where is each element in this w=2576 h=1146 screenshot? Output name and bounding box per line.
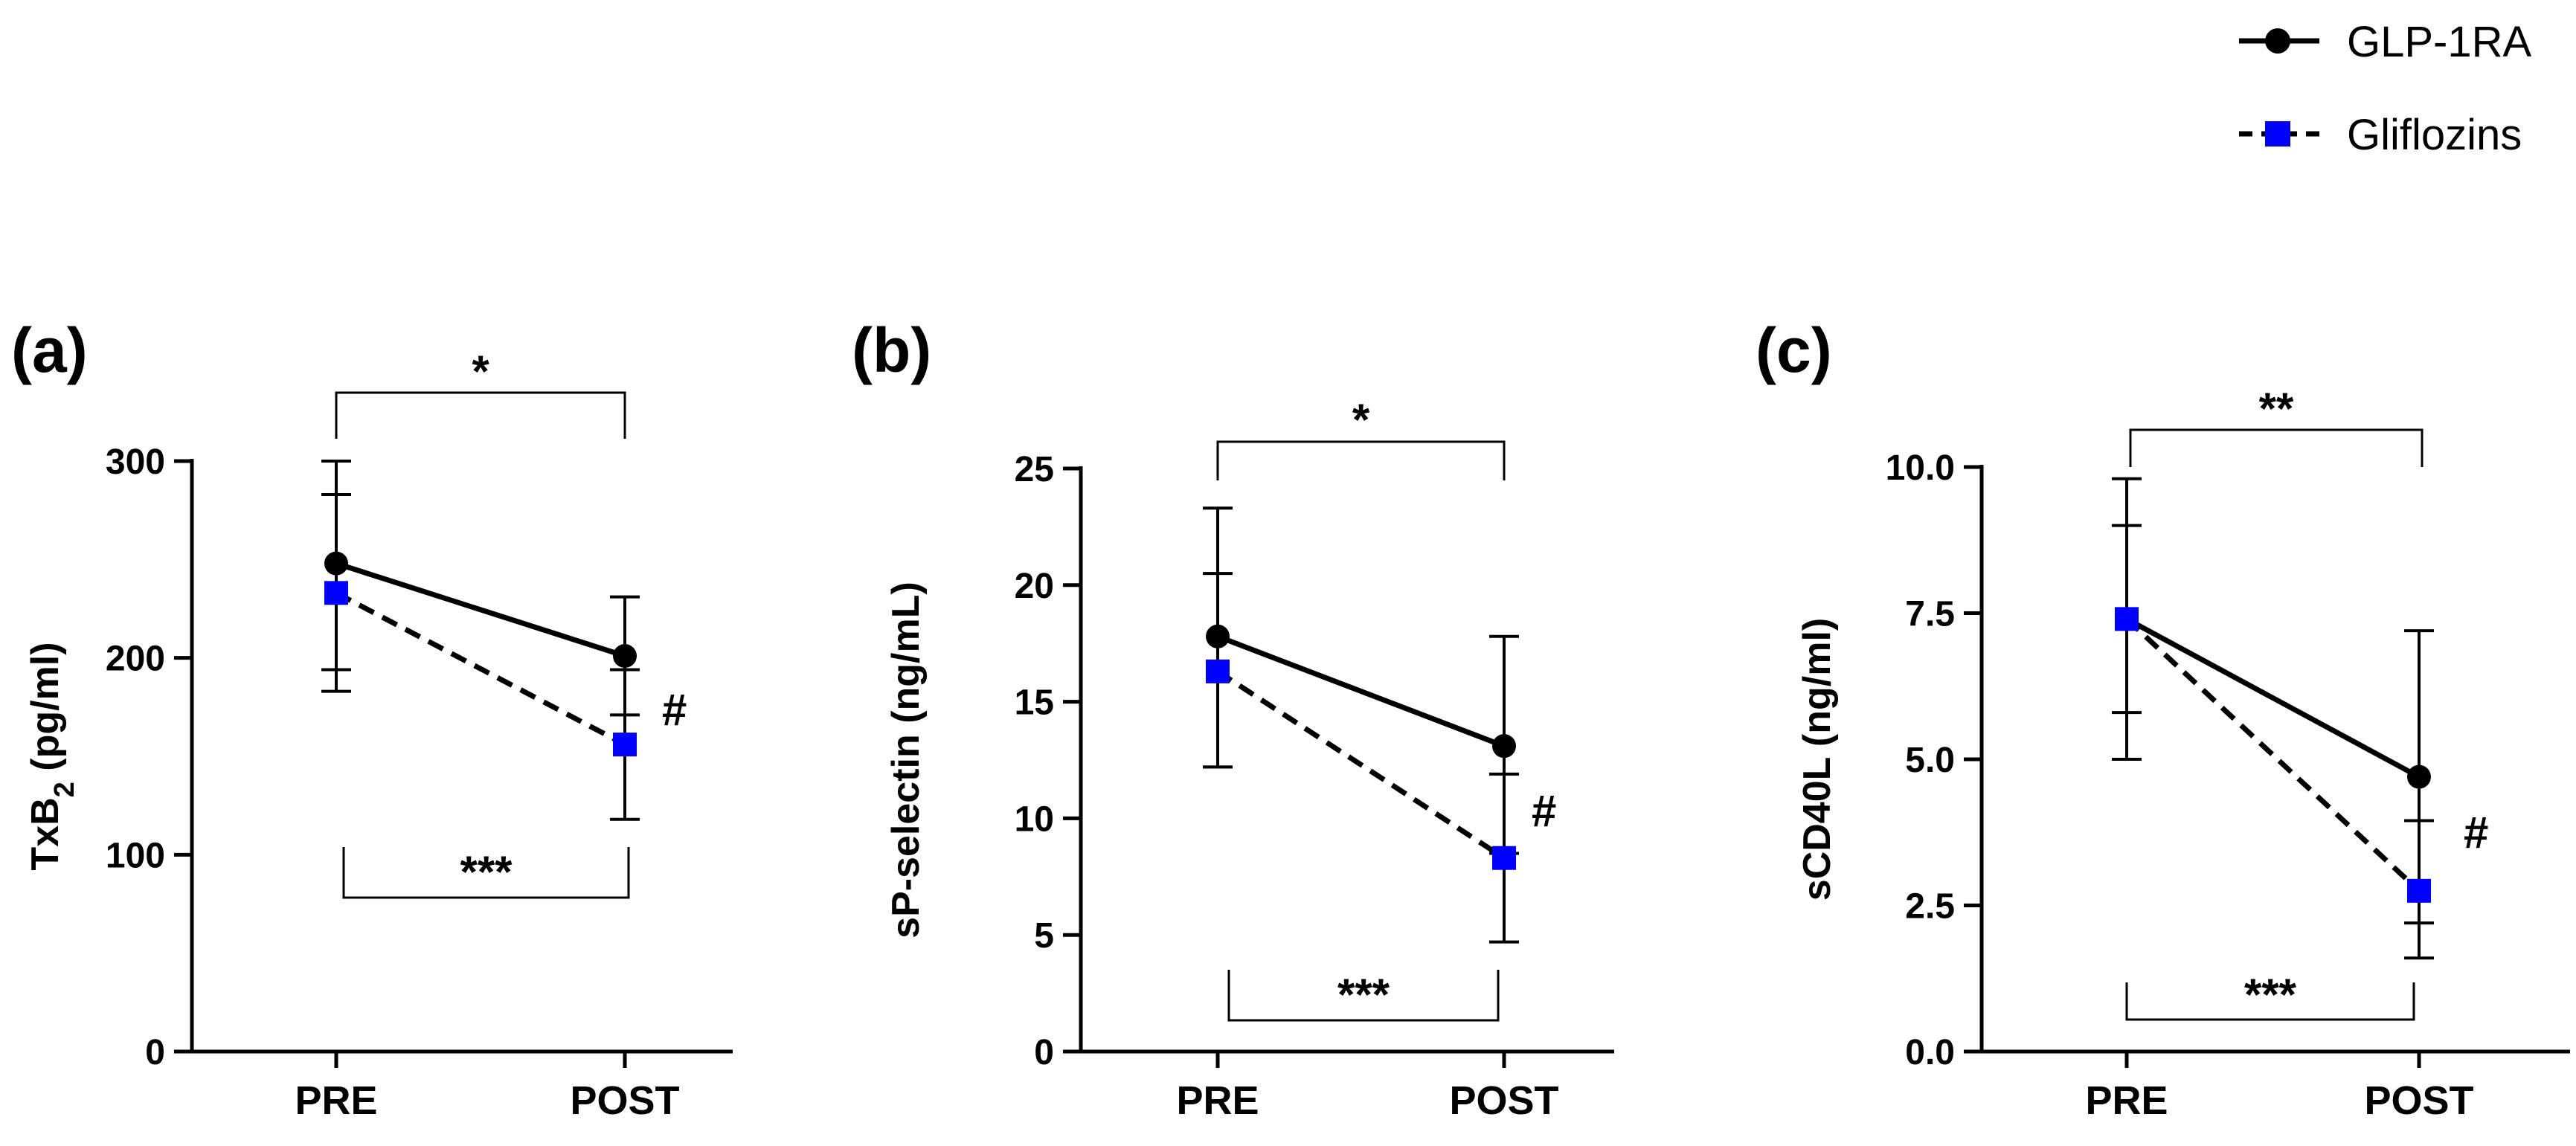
panel-b: (b) 0 5 10 15 20 25 PRE POST sP-selectin (ng/mL) *… [852, 315, 1614, 1123]
data-point-glp1ra [1492, 734, 1516, 759]
legend: GLP-1RA Gliflozins [2239, 18, 2532, 159]
x-tick-label: PRE [1176, 1078, 1259, 1123]
y-axis-label-subscript: 2 [49, 782, 80, 797]
panel-c: (c) 0.0 2.5 5.0 7.5 10.0 PRE POST sCD40L (ng/ml)… [1756, 315, 2570, 1123]
significance-label-bottom: *** [2244, 970, 2297, 1020]
y-axis-label: sCD40L (ng/ml) [1796, 618, 1839, 901]
y-tick-label: 5.0 [1905, 741, 1955, 780]
series-line-glp1ra [1216, 634, 1506, 749]
significance-label-bottom: *** [1337, 970, 1390, 1020]
y-tick-label: 15 [1015, 683, 1054, 723]
data-point-glp1ra [324, 551, 348, 576]
significance-label-top: * [1352, 395, 1370, 445]
significance-bracket-top [335, 391, 626, 439]
significance-label-top: * [472, 347, 489, 396]
x-tick-label: PRE [2085, 1078, 2168, 1123]
x-tick-label: POST [2364, 1078, 2473, 1123]
y-tick-label: 0.0 [1905, 1033, 1955, 1072]
panel-label: (a) [11, 315, 88, 385]
data-point-gliflozins [1492, 846, 1516, 870]
data-point-glp1ra [2407, 764, 2431, 789]
series-line-gliflozins [2124, 617, 2421, 893]
series-line-gliflozins [1216, 669, 1506, 860]
panel-label: (b) [852, 315, 931, 385]
y-tick-label: 200 [106, 640, 165, 679]
y-tick-label: 2.5 [1905, 887, 1955, 927]
data-point-gliflozins [2115, 607, 2139, 631]
legend-item-gliflozins: Gliflozins [2239, 111, 2522, 159]
significance-label-bottom: *** [460, 847, 513, 897]
y-tick-label: 100 [106, 836, 165, 875]
data-point-gliflozins [2407, 878, 2431, 903]
series-line-glp1ra [2125, 617, 2421, 779]
x-tick-label: POST [570, 1078, 679, 1123]
y-tick-label: 20 [1015, 567, 1054, 606]
data-point-gliflozins [324, 581, 348, 605]
data-point-gliflozins [1206, 659, 1230, 683]
y-tick-label: 0 [1034, 1033, 1054, 1072]
significance-bracket-bottom [2125, 982, 2415, 1021]
y-tick-label: 5 [1034, 916, 1054, 956]
series-line-glp1ra [335, 561, 626, 659]
significance-bracket-top [1216, 440, 1506, 480]
y-tick-label: 0 [145, 1033, 165, 1072]
data-point-glp1ra [613, 644, 637, 669]
y-axis-label: sP-selectin (ng/mL) [884, 582, 928, 939]
legend-marker-circle [2265, 28, 2290, 54]
legend-item-glp1ra: GLP-1RA [2239, 18, 2532, 66]
y-axis-label: TxB2 (pg/ml) [24, 642, 80, 870]
panel-label: (c) [1756, 315, 1832, 385]
y-tick-label: 25 [1015, 450, 1054, 489]
series-line-gliflozins [335, 590, 626, 747]
significance-bracket-bottom [342, 847, 630, 899]
significance-bracket-top [2129, 428, 2424, 467]
significance-label-top: ** [2259, 384, 2294, 434]
x-tick-label: PRE [295, 1078, 377, 1123]
y-tick-label: 300 [106, 442, 165, 482]
hash-marker: # [662, 685, 687, 735]
x-tick-label: POST [1449, 1078, 1558, 1123]
y-tick-label: 10.0 [1886, 448, 1955, 488]
data-point-glp1ra [1206, 624, 1230, 648]
legend-label-gliflozins: Gliflozins [2347, 111, 2522, 159]
y-axis-label-unit: (pg/ml) [24, 642, 67, 782]
significance-bracket-bottom [1227, 970, 1500, 1022]
legend-marker-square [2265, 121, 2290, 147]
data-point-gliflozins [613, 733, 637, 757]
legend-label-glp1ra: GLP-1RA [2347, 18, 2532, 66]
hash-marker: # [1532, 786, 1556, 836]
hash-marker: # [2464, 808, 2488, 857]
y-tick-label: 7.5 [1905, 595, 1955, 634]
y-tick-label: 10 [1015, 799, 1054, 839]
